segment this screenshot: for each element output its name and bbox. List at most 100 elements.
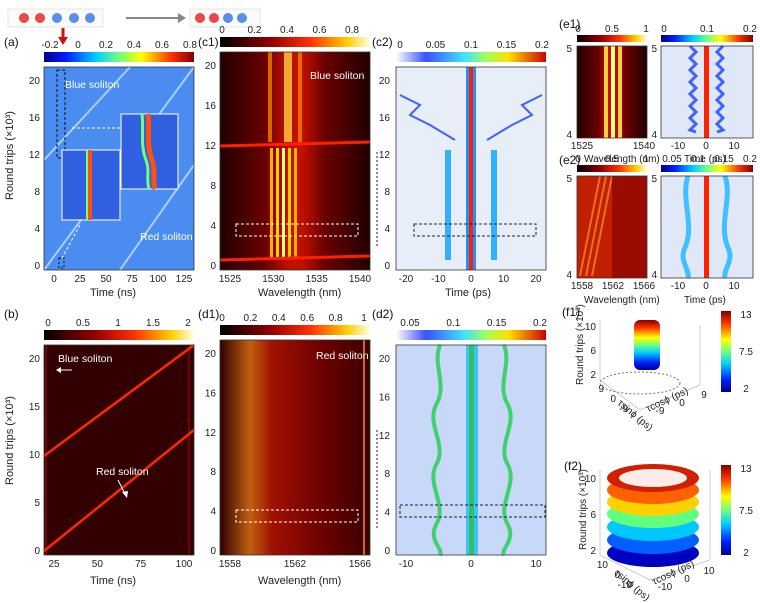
panel-letter-a: (a) xyxy=(4,35,19,49)
panel-a: (a) Blue soliton Red soliton Time (ns) R… xyxy=(4,35,195,299)
panel-letter-e1: (e1) xyxy=(559,17,580,31)
x-tick-d1: 1558 xyxy=(219,559,242,570)
inset-a-right-trace xyxy=(145,113,158,190)
colorbar-tick-f2: 2 xyxy=(743,548,749,559)
c2-scatter-trace xyxy=(486,94,543,141)
colorbar-tick-e1-left: 0.5 xyxy=(605,24,619,35)
f1-ring xyxy=(599,371,681,395)
panel-letter-b: (b) xyxy=(4,307,19,321)
x-tick-e2-left: 1558 xyxy=(571,281,594,292)
colorbar-c2 xyxy=(396,52,546,62)
x-tick-d2: 0 xyxy=(468,559,474,570)
y-tick-a: 4 xyxy=(34,224,40,235)
panel-c2: (c2) Time (ps) xyxy=(372,35,547,299)
colorbar-tick-e2-right: 0.2 xyxy=(743,154,757,165)
x-tick-e2-left: 1566 xyxy=(633,281,656,292)
y-tick-e1: 4 xyxy=(566,130,572,141)
colorbar-tick-c1: 0.2 xyxy=(248,25,262,36)
e2-diagonals xyxy=(579,175,613,277)
colorbar-tick-b: 1.5 xyxy=(146,318,160,329)
soliton-dot xyxy=(85,13,95,23)
panel-letter-e2: (e2) xyxy=(559,153,580,167)
y-tick-c2: 12 xyxy=(379,150,391,161)
panel-letter-d2: (d2) xyxy=(372,307,393,321)
x-tick-d1: 1562 xyxy=(284,559,307,570)
frame-e1-right xyxy=(660,45,754,139)
colorbar-tick-d2: 0.15 xyxy=(487,318,507,329)
frame-e2-left xyxy=(576,175,648,279)
colorbar-tick-e2-left: 1 xyxy=(643,154,649,165)
y-tick-f1: 0 xyxy=(610,394,616,405)
colorbar-c1 xyxy=(220,37,370,47)
d2-wave-left xyxy=(431,344,443,557)
arrow-b-red-head xyxy=(122,491,128,498)
ylabel-b: Round trips (×10³) xyxy=(4,396,16,485)
colorbar-tick-f1: 13 xyxy=(740,310,752,321)
x-tick-e1-right: 0 xyxy=(703,141,709,152)
soliton-dot xyxy=(69,13,79,23)
x-tick-f2: 10 xyxy=(703,566,715,577)
colorbar-tick-f1: 2 xyxy=(743,384,749,395)
y-tick-b: 15 xyxy=(29,402,41,413)
y-tick-c2: 20 xyxy=(379,76,391,87)
y-tick-f2: -10 xyxy=(618,580,633,591)
red-arrow-head xyxy=(58,37,68,45)
frame-a xyxy=(43,66,195,271)
c1-line xyxy=(294,148,297,258)
c1-line xyxy=(288,148,291,258)
e1-line xyxy=(618,46,622,138)
label-red-soliton-a: Red soliton xyxy=(140,231,193,243)
y-tick-e1-right: 5 xyxy=(651,44,657,55)
frame-d1 xyxy=(219,339,371,556)
panel-d1: (d1) Red soliton Wavelength (nm) xyxy=(198,307,371,587)
y-tick-a: 12 xyxy=(29,150,41,161)
x-tick-d1: 1566 xyxy=(349,559,372,570)
colorbar-tick-e2-left: 0 xyxy=(575,154,581,165)
e1-core xyxy=(704,46,709,138)
colorbar-a xyxy=(44,52,194,62)
z-tick-f2: 2 xyxy=(590,546,596,557)
panel-letter-d1: (d1) xyxy=(198,307,219,321)
colorbar-tick-c1: 0.6 xyxy=(313,25,327,36)
y-tick-c1: 0 xyxy=(210,261,216,272)
z-tick-f1: 6 xyxy=(590,346,596,357)
soliton-dot xyxy=(223,13,233,23)
y-tick-c2: 4 xyxy=(384,224,390,235)
e1-zigzag xyxy=(714,44,726,134)
tick-labels: -0.2 0 0.2 0.4 0.6 0.80 0.5 1 1.5 20 0.2 0.4 0.6 0.80… xyxy=(29,24,758,593)
panel-f2: (f2) τsinϕ (ps) τcosϕ (ps) Round trips (… xyxy=(564,459,731,603)
colorbar-tick-f2: 7.5 xyxy=(739,506,753,517)
xlabel-e1-right: Time (ps) xyxy=(684,154,726,165)
colorbar-tick-c2: 0.2 xyxy=(535,40,549,51)
x-tick-e1-right: -10 xyxy=(671,141,686,152)
x-tick-a: 50 xyxy=(100,274,112,285)
x-tick-b: 100 xyxy=(176,559,193,570)
xlabel-e2-left: Wavelength (nm) xyxy=(584,295,660,306)
x-tick-c2: -20 xyxy=(399,274,414,285)
x-tick-c1: 1525 xyxy=(219,274,242,285)
panel-d2: (d2) xyxy=(372,307,547,557)
colorbar-d1 xyxy=(220,325,370,335)
inset-a-left-halo xyxy=(86,150,88,220)
label-red-soliton-d1: Red soliton xyxy=(316,350,369,362)
soliton-dot xyxy=(35,13,45,23)
colorbar-e2-right xyxy=(661,165,753,172)
c2-scatter-trace xyxy=(399,94,456,141)
inset-pointer-a2 xyxy=(61,224,81,259)
ylabel-f1: Round trips (×10³) xyxy=(575,304,586,385)
panel-letter-c2: (c2) xyxy=(372,35,393,49)
y-tick-b: 5 xyxy=(34,498,40,509)
label-red-soliton-b: Red soliton xyxy=(96,466,149,478)
y-tick-d2: 0 xyxy=(384,546,390,557)
inset-a-right-halo xyxy=(140,113,151,190)
colorbar-tick-b: 0.5 xyxy=(76,318,90,329)
label-blue-soliton-c1: Blue soliton xyxy=(310,70,364,82)
x-tick-a: 0 xyxy=(51,274,57,285)
x-tick-f1: 0 xyxy=(679,398,685,409)
colorbar-tick-e2-right: 0.15 xyxy=(714,154,734,165)
colorbar-tick-e1-right: 0 xyxy=(661,24,667,35)
frame-b xyxy=(43,344,195,556)
e2-shade xyxy=(612,176,647,278)
colorbar-tick-d2: 0.2 xyxy=(533,318,547,329)
